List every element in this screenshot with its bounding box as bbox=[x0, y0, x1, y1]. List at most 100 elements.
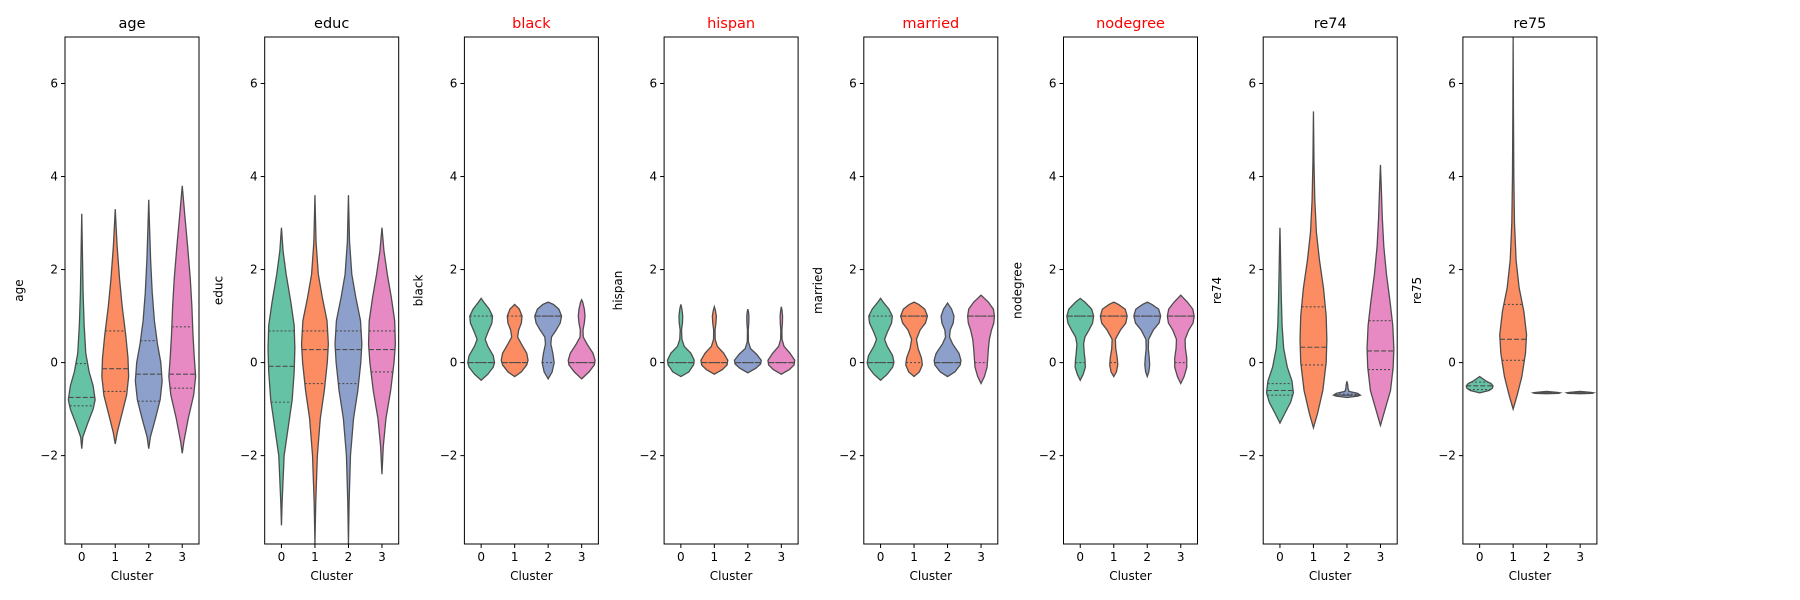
x-tick-label: 0 bbox=[1476, 550, 1484, 564]
panel-title: re75 bbox=[1513, 16, 1546, 32]
x-tick-label: 2 bbox=[1143, 550, 1151, 564]
y-tick-label: 4 bbox=[649, 170, 657, 184]
y-axis-label: re75 bbox=[1410, 277, 1424, 304]
violin-body-cluster-2 bbox=[534, 301, 563, 381]
panel-age: −2 0 2 4 6 0 1 2 3 Cluster age age bbox=[12, 16, 200, 583]
x-tick-label: 0 bbox=[477, 550, 485, 564]
y-axis-label: educ bbox=[212, 276, 226, 305]
y-tick-label: 6 bbox=[1448, 77, 1456, 91]
panel-nodegree: −2 0 2 4 6 0 1 2 3 Cluster nodegree nodegree bbox=[1011, 16, 1198, 583]
y-tick-label: 2 bbox=[50, 263, 58, 277]
violin-body-cluster-0 bbox=[666, 304, 695, 378]
x-tick-label: 3 bbox=[1177, 550, 1185, 564]
violin-body-cluster-0 bbox=[1465, 375, 1494, 394]
x-tick-label: 3 bbox=[178, 550, 186, 564]
violin-body-cluster-3 bbox=[1166, 294, 1195, 386]
x-axis-label: Cluster bbox=[510, 569, 553, 583]
x-tick-label: 0 bbox=[677, 550, 685, 564]
violin-body-cluster-2 bbox=[1332, 381, 1362, 399]
x-axis-label: Cluster bbox=[1109, 569, 1152, 583]
x-tick-label: 2 bbox=[1343, 550, 1351, 564]
x-tick-label: 3 bbox=[1377, 550, 1385, 564]
violin-body-cluster-0 bbox=[1066, 297, 1095, 382]
y-tick-label: −2 bbox=[1039, 449, 1057, 463]
y-tick-label: 2 bbox=[1448, 263, 1456, 277]
violins-group bbox=[67, 185, 197, 454]
violin-body-cluster-3 bbox=[966, 294, 996, 386]
y-tick-label: 0 bbox=[849, 356, 857, 370]
violins-group bbox=[1265, 111, 1395, 431]
y-tick-label: 6 bbox=[849, 77, 857, 91]
axes-frame bbox=[1462, 36, 1598, 545]
violin-body-cluster-2 bbox=[733, 308, 762, 374]
x-tick-label: 2 bbox=[145, 550, 153, 564]
x-tick-label: 2 bbox=[1543, 550, 1551, 564]
y-tick-label: −2 bbox=[40, 449, 58, 463]
x-tick-label: 1 bbox=[311, 550, 319, 564]
panel-black: −2 0 2 4 6 0 1 2 3 Cluster black black bbox=[411, 16, 599, 583]
violin-body-cluster-0 bbox=[267, 227, 296, 526]
x-tick-label: 3 bbox=[378, 550, 386, 564]
y-axis-label: black bbox=[411, 275, 425, 307]
y-tick-label: −2 bbox=[1438, 449, 1456, 463]
panel-re74: −2 0 2 4 6 0 1 2 3 Cluster re74 re74 bbox=[1210, 16, 1398, 583]
y-tick-label: 6 bbox=[1249, 77, 1257, 91]
x-tick-label: 2 bbox=[744, 550, 752, 564]
violin-body-cluster-3 bbox=[567, 298, 596, 380]
violin-body-cluster-1 bbox=[500, 303, 529, 378]
y-tick-label: 6 bbox=[50, 77, 58, 91]
y-tick-label: 4 bbox=[1249, 170, 1257, 184]
x-tick-label: 0 bbox=[1276, 550, 1284, 564]
y-tick-label: 0 bbox=[649, 356, 657, 370]
violins-group bbox=[666, 304, 796, 378]
panel-educ: −2 0 2 4 6 0 1 2 3 Cluster educ educ bbox=[212, 16, 400, 583]
x-tick-label: 2 bbox=[944, 550, 952, 564]
panel-title: educ bbox=[314, 16, 349, 32]
violin-body-cluster-1 bbox=[700, 304, 729, 375]
x-tick-label: 0 bbox=[278, 550, 286, 564]
x-tick-label: 0 bbox=[1076, 550, 1084, 564]
x-tick-label: 1 bbox=[1310, 550, 1318, 564]
violin-body-cluster-2 bbox=[334, 195, 363, 544]
panel-title: black bbox=[512, 16, 551, 32]
violins-group bbox=[1465, 37, 1597, 412]
panel-title: hispan bbox=[707, 16, 755, 32]
x-tick-label: 0 bbox=[877, 550, 885, 564]
y-axis-label: age bbox=[12, 279, 26, 301]
axes-frame bbox=[64, 36, 200, 545]
x-tick-label: 1 bbox=[1509, 550, 1517, 564]
violin-body-cluster-1 bbox=[1499, 37, 1528, 412]
y-tick-label: 6 bbox=[250, 77, 258, 91]
panel-re75: −2 0 2 4 6 0 1 2 3 Cluster re75 re75 bbox=[1410, 16, 1598, 583]
y-tick-label: 4 bbox=[450, 170, 458, 184]
panel-title: age bbox=[118, 16, 145, 32]
violin-body-cluster-0 bbox=[1265, 227, 1295, 425]
panel-title: married bbox=[902, 16, 959, 32]
y-tick-label: 4 bbox=[1448, 170, 1456, 184]
axes-frame bbox=[663, 36, 799, 545]
axes-frame bbox=[463, 36, 599, 545]
x-axis-label: Cluster bbox=[710, 569, 753, 583]
x-tick-label: 3 bbox=[977, 550, 985, 564]
y-tick-label: 0 bbox=[50, 356, 58, 370]
axes-frame bbox=[264, 36, 400, 545]
x-tick-label: 1 bbox=[1110, 550, 1118, 564]
violin-body-cluster-3 bbox=[1366, 164, 1395, 428]
violin-body-cluster-2 bbox=[134, 199, 163, 449]
violin-body-cluster-1 bbox=[1299, 111, 1328, 431]
x-tick-label: 1 bbox=[910, 550, 918, 564]
y-tick-label: 2 bbox=[1049, 263, 1057, 277]
violin-body-cluster-1 bbox=[899, 301, 929, 378]
panel-married: −2 0 2 4 6 0 1 2 3 Cluster married married bbox=[811, 16, 999, 583]
y-tick-label: 0 bbox=[250, 356, 258, 370]
y-axis-label: married bbox=[811, 267, 825, 314]
violin-body-cluster-1 bbox=[300, 195, 330, 544]
x-axis-label: Cluster bbox=[310, 569, 353, 583]
y-tick-label: 2 bbox=[849, 263, 857, 277]
violin-body-cluster-2 bbox=[1133, 301, 1162, 379]
x-axis-label: Cluster bbox=[910, 569, 953, 583]
violin-body-cluster-3 bbox=[367, 227, 397, 475]
axes-frame bbox=[1063, 36, 1198, 545]
axes-frame bbox=[863, 36, 999, 545]
